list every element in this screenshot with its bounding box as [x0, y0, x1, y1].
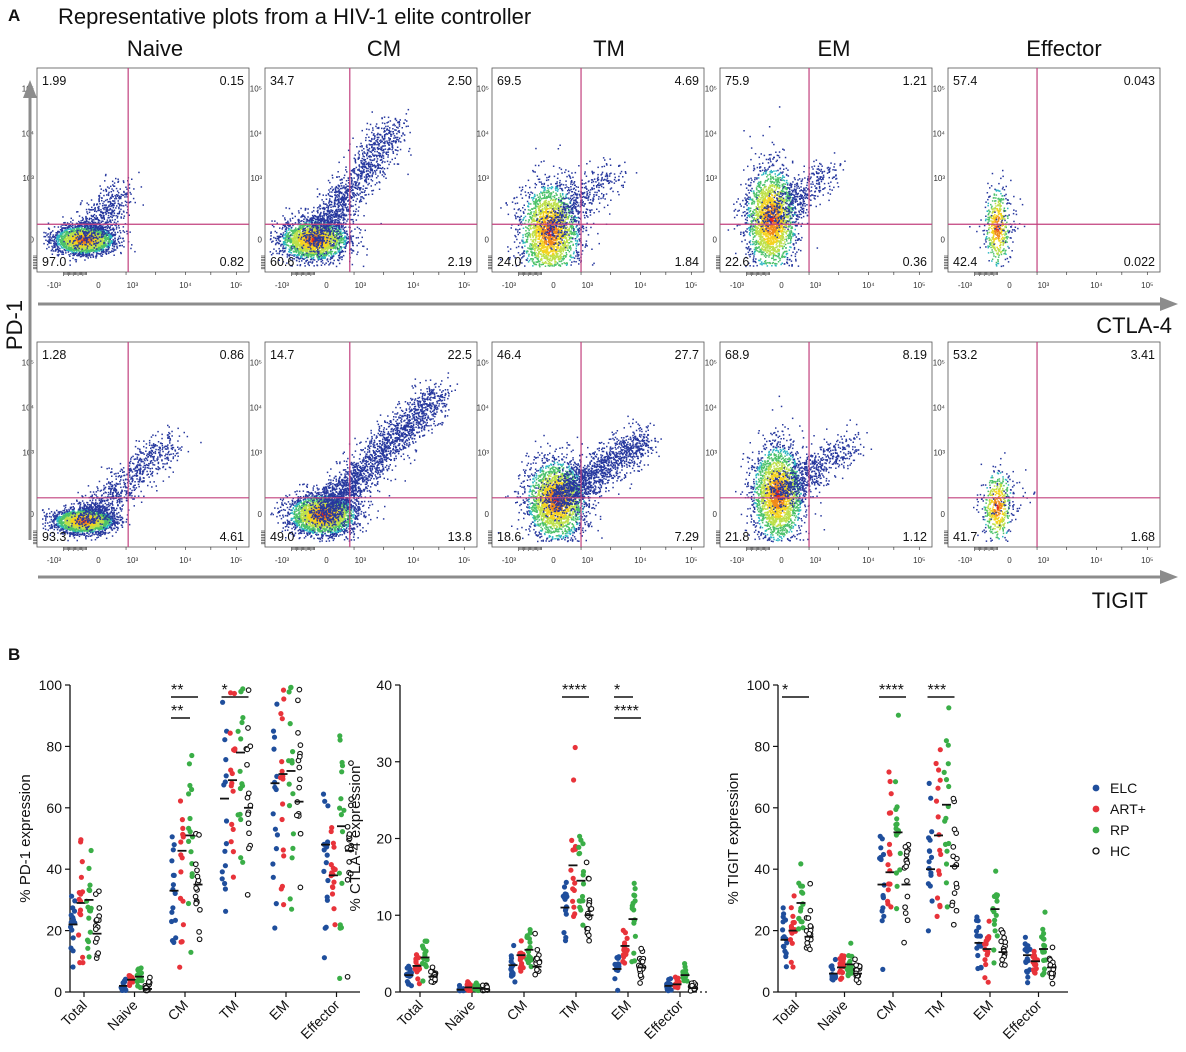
event-dot — [107, 230, 109, 232]
event-dot — [53, 234, 55, 236]
event-dot — [64, 233, 66, 235]
event-dot — [120, 245, 122, 247]
event-dot — [53, 250, 55, 252]
column-title: Effector — [1026, 36, 1101, 61]
event-dot — [123, 246, 125, 248]
event-dot — [123, 230, 125, 232]
event-dot — [115, 234, 117, 236]
event-dot — [45, 240, 47, 242]
event-dot — [50, 242, 52, 244]
event-dot — [108, 251, 110, 253]
event-dot — [56, 249, 58, 251]
event-dot — [62, 233, 64, 235]
event-dot — [134, 251, 136, 253]
event-dot — [54, 239, 56, 241]
event-dot — [113, 230, 115, 232]
event-dot — [120, 232, 122, 234]
event-dot — [73, 250, 75, 252]
event-dot — [116, 228, 118, 230]
event-dot — [104, 246, 106, 248]
panel-a-title: Representative plots from a HIV-1 elite … — [58, 4, 531, 29]
event-dot — [112, 241, 114, 243]
event-dot — [56, 234, 58, 236]
event-dot — [131, 244, 133, 246]
event-dot — [122, 245, 124, 247]
event-dot — [86, 254, 88, 256]
event-dot — [123, 226, 125, 228]
event-dot — [92, 254, 94, 256]
event-dot — [130, 248, 132, 250]
event-dot — [59, 248, 61, 250]
event-dot — [57, 236, 59, 238]
event-dot — [57, 232, 59, 234]
event-dot — [60, 229, 62, 231]
event-dot — [49, 235, 51, 237]
event-dot — [123, 240, 125, 242]
event-dot — [58, 246, 60, 248]
event-dot — [47, 244, 49, 246]
event-dot — [84, 259, 86, 261]
event-dot — [126, 231, 128, 233]
event-dot — [71, 251, 73, 253]
panel-a-letter: A — [8, 6, 20, 25]
event-dot — [121, 242, 123, 244]
column-title: Naive — [127, 36, 183, 61]
event-dot — [118, 241, 120, 243]
event-dot — [119, 236, 121, 238]
event-dot — [52, 236, 54, 238]
event-dot — [114, 241, 116, 243]
event-dot — [69, 260, 71, 262]
event-dot — [55, 249, 57, 251]
event-dot — [52, 249, 54, 251]
event-dot — [70, 228, 72, 230]
event-dot — [96, 255, 98, 257]
event-dot — [83, 218, 85, 220]
event-dot — [85, 256, 87, 258]
event-dot — [79, 254, 81, 256]
event-dot — [48, 246, 50, 248]
event-dot — [95, 257, 97, 259]
event-dot — [113, 255, 115, 257]
event-dot — [75, 261, 77, 263]
event-dot — [108, 253, 110, 255]
event-dot — [49, 237, 51, 239]
event-dot — [43, 236, 45, 238]
event-dot — [120, 237, 122, 239]
event-dot — [46, 248, 48, 250]
event-dot — [71, 218, 73, 220]
event-dot — [50, 232, 52, 234]
event-dot — [80, 226, 82, 228]
event-dot — [87, 255, 89, 257]
event-dot — [50, 234, 52, 236]
flow-plot-grid: 1.990.1597.00.8210⁵10⁴10³0-10³010³10⁴10⁵… — [22, 68, 1160, 565]
column-titles: Naive CM TM EM Effector — [127, 36, 1102, 61]
event-dot — [112, 245, 114, 247]
event-dot — [51, 250, 53, 252]
event-dot — [68, 254, 70, 256]
figure-canvas: A Representative plots from a HIV-1 elit… — [0, 0, 1186, 1052]
event-dot — [43, 243, 45, 245]
event-dot — [69, 256, 71, 258]
column-title: CM — [367, 36, 401, 61]
event-dot — [45, 236, 47, 238]
event-dot — [49, 229, 51, 231]
event-dot — [106, 252, 108, 254]
event-dot — [61, 243, 63, 245]
column-title: EM — [818, 36, 851, 61]
column-title: TM — [593, 36, 625, 61]
event-dot — [52, 230, 54, 232]
event-dot — [114, 243, 116, 245]
event-dot — [116, 247, 118, 249]
event-dot — [60, 251, 62, 253]
event-dot — [58, 250, 60, 252]
event-dot — [70, 253, 72, 255]
